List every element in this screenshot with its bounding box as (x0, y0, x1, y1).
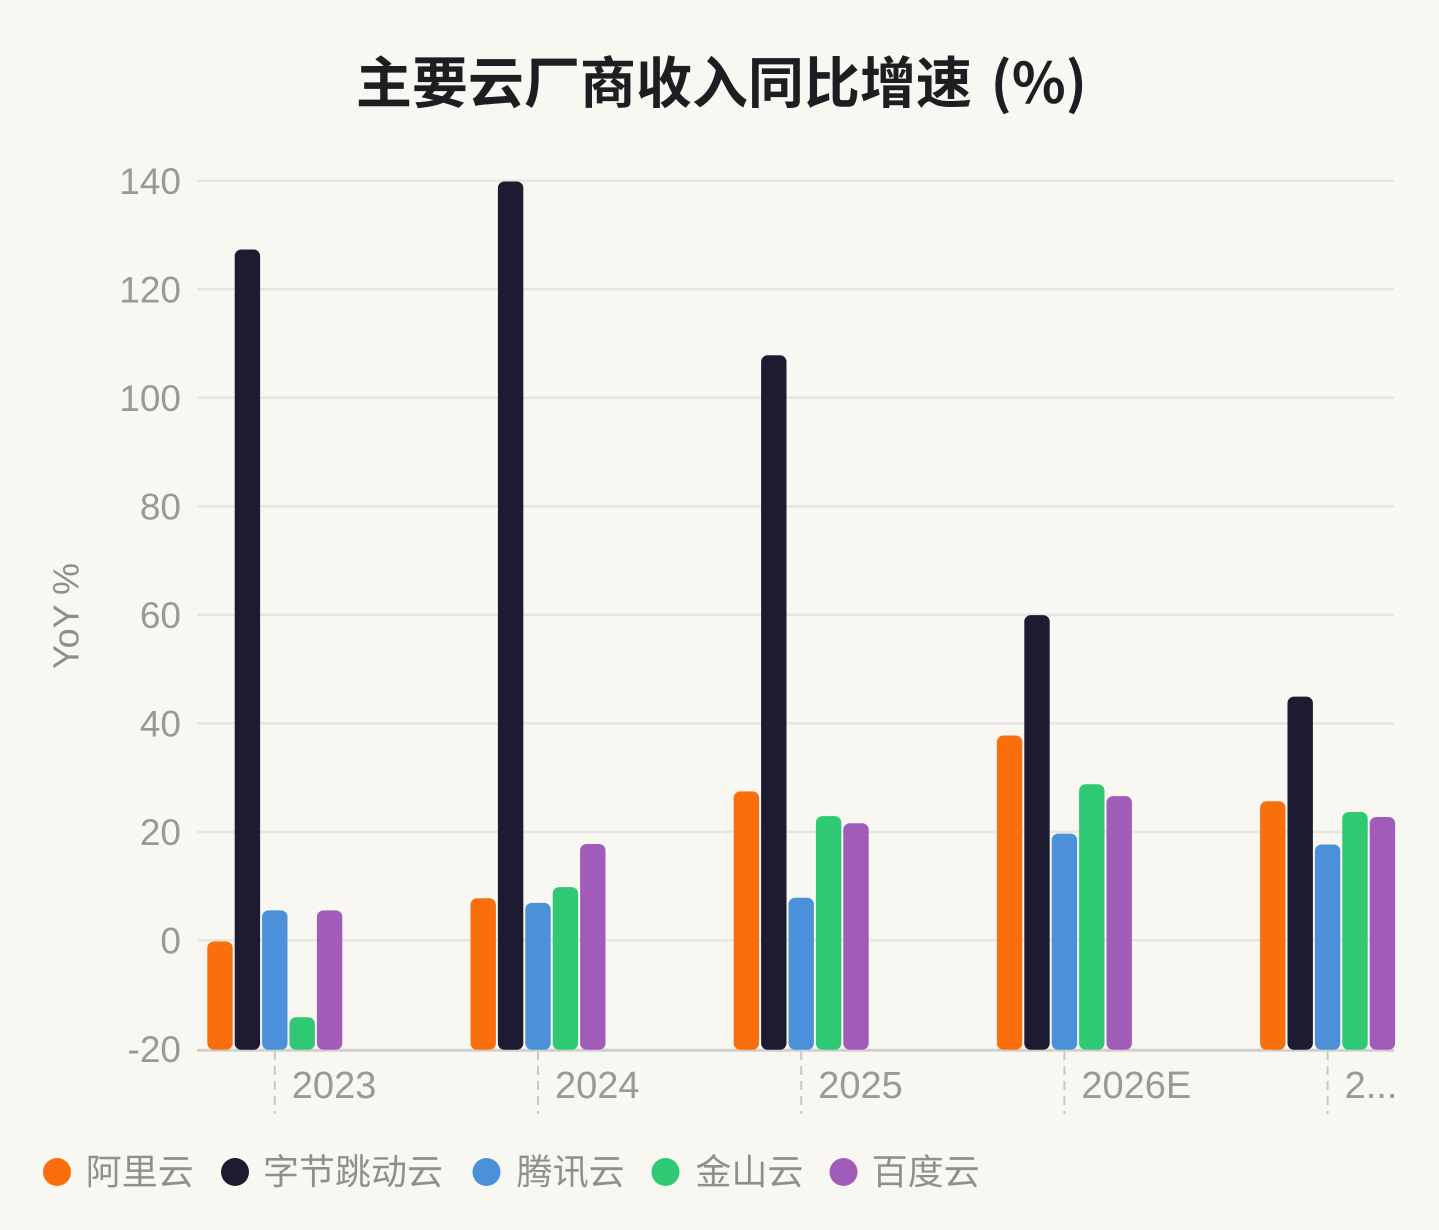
svg-text:2023: 2023 (292, 1065, 377, 1107)
svg-text:2...: 2... (1345, 1065, 1398, 1107)
svg-text:YoY %: YoY % (46, 563, 87, 669)
svg-text:80: 80 (140, 486, 181, 527)
svg-text:140: 140 (119, 161, 181, 202)
svg-text:20: 20 (140, 812, 181, 853)
svg-text:2025: 2025 (818, 1065, 903, 1107)
svg-text:2024: 2024 (555, 1065, 640, 1107)
svg-text:100: 100 (119, 378, 181, 419)
svg-text:-20: -20 (128, 1029, 181, 1070)
svg-text:60: 60 (140, 595, 181, 636)
svg-text:40: 40 (140, 703, 181, 744)
svg-text:120: 120 (119, 269, 181, 310)
svg-text:0: 0 (160, 920, 181, 961)
svg-text:2026E: 2026E (1081, 1065, 1191, 1107)
